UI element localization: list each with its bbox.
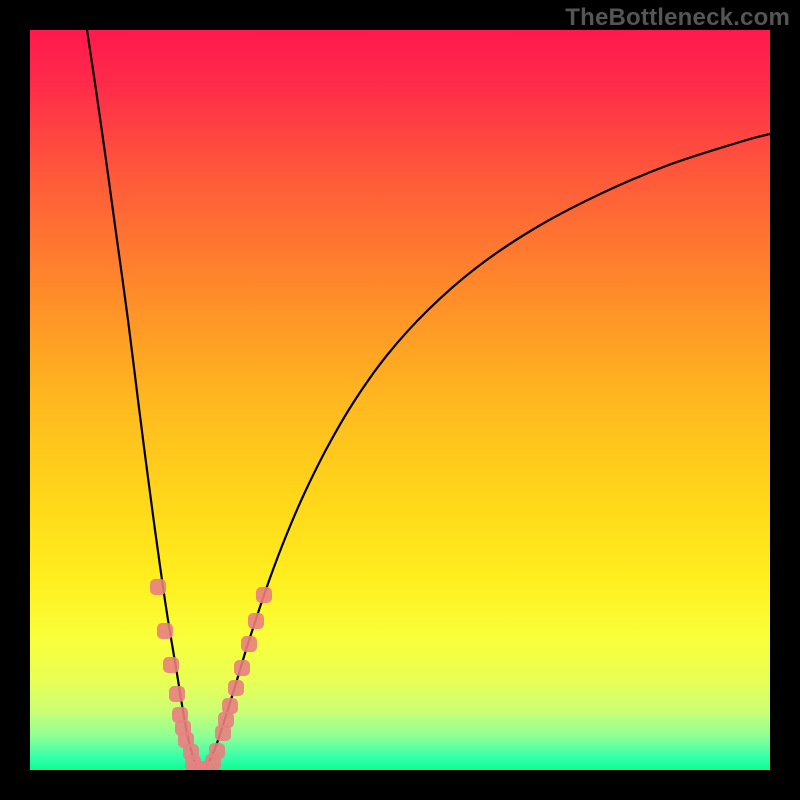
curve-left-branch — [87, 30, 201, 770]
data-marker — [157, 623, 173, 639]
curve-layer — [30, 30, 770, 770]
chart-container: TheBottleneck.com — [0, 0, 800, 800]
data-marker — [150, 579, 166, 595]
data-marker — [248, 613, 264, 629]
data-marker — [209, 743, 225, 759]
curve-right-branch — [201, 134, 770, 770]
data-marker — [241, 636, 257, 652]
data-marker — [163, 657, 179, 673]
data-marker — [169, 686, 185, 702]
watermark-text: TheBottleneck.com — [565, 4, 790, 32]
data-marker — [256, 587, 272, 603]
data-marker — [234, 660, 250, 676]
data-marker — [228, 680, 244, 696]
data-marker — [218, 712, 234, 728]
data-marker — [222, 698, 238, 714]
plot-area — [30, 30, 770, 770]
